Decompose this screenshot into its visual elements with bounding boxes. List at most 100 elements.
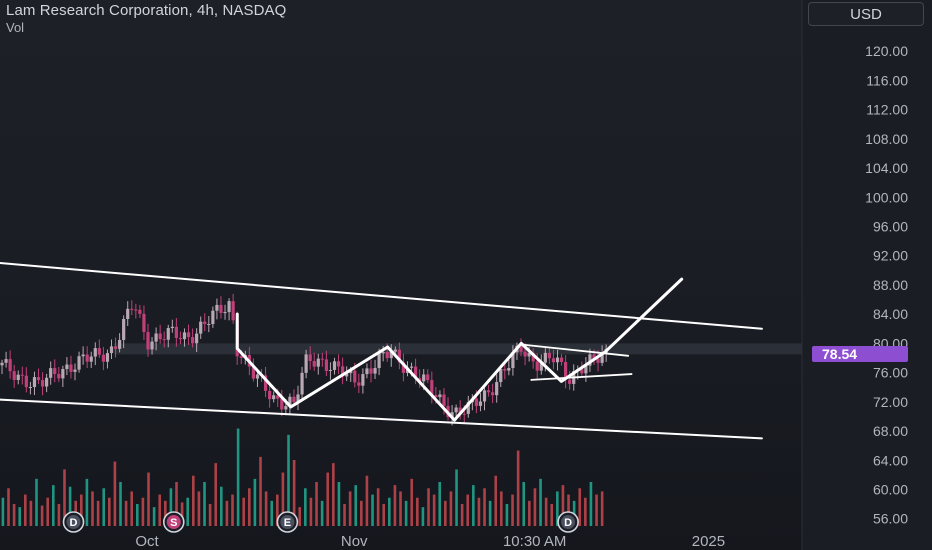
- volume-bar: [494, 475, 498, 526]
- volume-bar: [544, 497, 548, 526]
- symbol-title[interactable]: Lam Research Corporation, 4h, NASDAQ: [6, 2, 287, 19]
- candle-body: [150, 341, 154, 350]
- volume-bar: [108, 497, 111, 526]
- volume-bar: [578, 488, 582, 526]
- price-scale-bg: [802, 0, 932, 550]
- candle-body: [190, 337, 195, 344]
- candle-body: [49, 368, 53, 378]
- currency-selector[interactable]: USD: [808, 2, 924, 26]
- candle-body: [584, 365, 588, 374]
- volume-bar: [253, 478, 257, 526]
- volume-bar: [12, 504, 16, 526]
- candle-body: [276, 395, 280, 399]
- volume-bar: [287, 434, 290, 526]
- volume-bar: [404, 500, 408, 526]
- volume-bar: [63, 469, 66, 526]
- candle-body: [438, 394, 442, 398]
- volume-bar: [180, 502, 184, 526]
- candle-body: [588, 354, 592, 366]
- candle-body: [174, 326, 178, 339]
- y-tick-label: 104.00: [865, 160, 908, 176]
- candle-body: [263, 375, 268, 391]
- volume-bar: [68, 486, 72, 526]
- volume-bar: [315, 482, 318, 526]
- y-tick-label: 120.00: [865, 43, 908, 59]
- candle-body: [393, 349, 397, 352]
- candle-body: [450, 412, 454, 418]
- candle-body: [45, 377, 49, 387]
- candle-body: [389, 351, 393, 359]
- volume-bar: [550, 504, 554, 526]
- candle-body: [170, 326, 174, 329]
- candle-body: [93, 348, 97, 357]
- candle-body: [381, 352, 385, 354]
- x-tick-label: 10:30 AM: [503, 533, 566, 550]
- candle-body: [600, 353, 604, 363]
- volume-bar: [348, 491, 352, 526]
- candle-body: [255, 374, 260, 379]
- volume-bar: [432, 494, 436, 526]
- volume-bar: [483, 488, 486, 526]
- candle-body: [503, 369, 507, 371]
- event-badge: [66, 515, 81, 529]
- volume-bar: [326, 472, 330, 526]
- candle-body: [134, 309, 138, 311]
- candle-body: [345, 373, 349, 377]
- volume-bar: [7, 488, 10, 526]
- candle-body: [551, 358, 556, 363]
- channel-lower-line: [0, 398, 763, 440]
- candle-body: [0, 362, 4, 366]
- volume-indicator-label[interactable]: Vol: [6, 20, 25, 35]
- volume-bar: [203, 482, 206, 526]
- volume-bar: [421, 507, 425, 526]
- candle-body: [186, 332, 191, 338]
- candle-body: [592, 354, 596, 359]
- volume-bar: [231, 494, 234, 526]
- volume-bar: [264, 491, 268, 526]
- volume-bar: [444, 500, 447, 526]
- candle-body: [320, 358, 324, 360]
- candle-body: [365, 368, 369, 375]
- volume-bar: [175, 482, 178, 526]
- candle-body: [16, 374, 20, 380]
- candle-body: [543, 352, 547, 363]
- candle-body: [491, 392, 495, 396]
- candle-body: [568, 379, 572, 384]
- candle-body: [57, 374, 61, 379]
- volume-bar: [304, 488, 307, 526]
- candle-body: [207, 323, 211, 325]
- volume-bar: [136, 504, 139, 526]
- event-badge-label: D: [70, 517, 78, 529]
- volume-bar: [152, 507, 156, 526]
- volume-bar: [399, 491, 402, 526]
- volume-bar: [119, 482, 122, 526]
- candle-body: [341, 366, 345, 377]
- volume-bar: [460, 504, 464, 526]
- volume-bar: [488, 500, 492, 526]
- candle-body: [409, 366, 414, 368]
- candle-body: [122, 318, 126, 340]
- candle-body: [40, 380, 45, 387]
- candle-body: [24, 375, 28, 388]
- candle-body: [199, 321, 203, 334]
- last-price-label: 78.54: [822, 346, 857, 362]
- volume-bar: [388, 497, 391, 526]
- volume-bar: [276, 494, 279, 526]
- candle-body: [130, 308, 134, 310]
- candle-body: [85, 354, 89, 362]
- event-badge: [280, 515, 295, 529]
- candle-body: [231, 301, 235, 321]
- volume-bar: [248, 488, 251, 526]
- event-badge-label: E: [284, 517, 291, 529]
- volume-bar: [57, 504, 61, 526]
- candle-body: [211, 310, 215, 324]
- volume-bar: [197, 491, 201, 526]
- candle-body: [65, 364, 69, 370]
- candle-body: [308, 354, 312, 361]
- candle-body: [182, 332, 187, 340]
- candle-body: [336, 361, 341, 367]
- candle-body: [413, 366, 418, 378]
- volume-bar: [46, 497, 50, 526]
